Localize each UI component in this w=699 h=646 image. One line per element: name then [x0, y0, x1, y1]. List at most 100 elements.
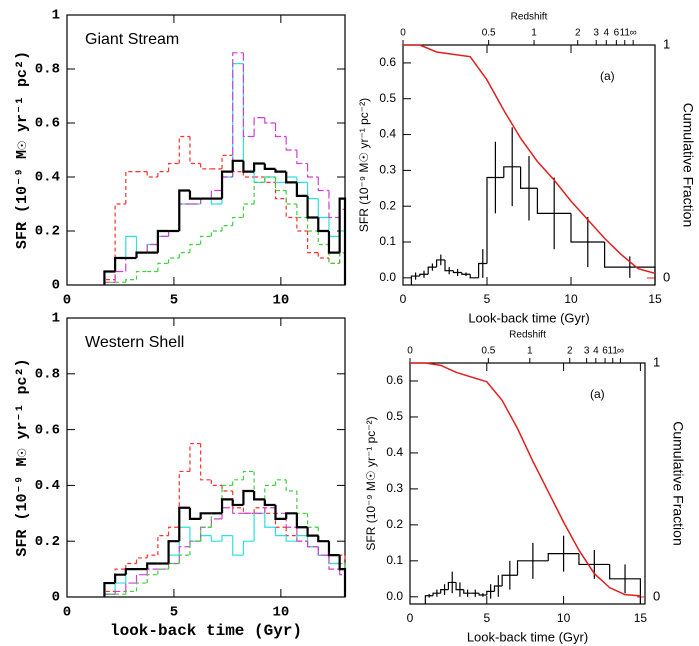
histogram-step [296, 217, 308, 232]
histogram-step [285, 513, 297, 528]
histogram-step [167, 562, 180, 570]
histogram-step [578, 553, 610, 566]
histogram-step [135, 557, 148, 564]
annotation: Giant Stream [85, 31, 179, 48]
x-tick-label: 0 [400, 292, 407, 306]
histogram-step [167, 540, 180, 564]
histogram-step [242, 540, 255, 556]
y-tick-label: 0.4 [386, 445, 403, 459]
x2-tick-label: 3 [593, 28, 599, 39]
histogram-step [570, 213, 605, 243]
y-tick-label: 1 [52, 311, 60, 327]
histogram-step [157, 535, 169, 556]
histogram-step [114, 256, 126, 272]
histogram-step [103, 270, 116, 285]
histogram-step [295, 513, 308, 529]
histogram-step [232, 155, 244, 173]
cumulative-line [403, 44, 656, 275]
histogram-step [274, 479, 287, 486]
y-tick-label: 0.0 [379, 270, 396, 284]
histogram-step [189, 527, 201, 542]
y-tick-label: 0.2 [35, 534, 60, 550]
y-tick-label: 0.2 [386, 517, 403, 531]
y-tick-label: 0.5 [379, 91, 396, 105]
x-tick-label: 10 [557, 611, 571, 625]
histogram-step [463, 589, 472, 594]
histogram-step [146, 562, 158, 570]
histogram-step [296, 150, 308, 165]
x2-tick-label: 6 [602, 346, 608, 357]
histogram-step [328, 555, 340, 570]
histogram-step [189, 540, 201, 556]
histogram-step [296, 535, 308, 542]
histogram-step [103, 581, 116, 597]
histogram-step [125, 235, 137, 258]
histogram-step [210, 535, 223, 542]
histogram-step [501, 574, 518, 587]
histogram-step [114, 203, 126, 280]
histogram-step [189, 136, 201, 165]
y-tick-label: 0.6 [379, 55, 396, 69]
x2-tick-label: 1 [527, 346, 533, 357]
histogram-step [296, 204, 308, 219]
histogram-step [253, 490, 265, 501]
histogram-step [125, 279, 137, 283]
y-tick-label: 0.8 [35, 62, 60, 78]
histogram-step [328, 190, 340, 219]
histogram-step [232, 216, 244, 226]
histogram-step [461, 272, 471, 275]
histogram-step [427, 266, 437, 275]
x2-tick-label: 0.5 [482, 28, 496, 39]
plot-frame [66, 317, 346, 598]
histogram-step [125, 562, 137, 570]
histogram-step [221, 485, 233, 492]
histogram-step [114, 582, 126, 595]
histogram-step [189, 442, 201, 472]
histogram-step [178, 189, 190, 231]
histogram-step [200, 535, 212, 542]
histogram-step [328, 217, 340, 237]
histogram-step [296, 527, 308, 542]
x-axis-label: Look-back time (Gyr) [468, 310, 589, 325]
histogram-step [178, 526, 190, 556]
histogram-step [317, 546, 329, 556]
histogram-step [306, 541, 319, 548]
x-tick-label: 0 [63, 605, 71, 621]
x2-tick-label: 11 [608, 346, 619, 357]
x2-axis-label: Redshift [509, 330, 546, 341]
histogram-step [167, 162, 180, 172]
x2-tick-label: 6 [614, 28, 620, 39]
histogram-step [317, 546, 329, 556]
x-tick-label: 10 [272, 293, 289, 309]
histogram-step [317, 231, 329, 246]
histogram-step [285, 535, 297, 542]
histogram-step [242, 52, 255, 138]
histogram-step [306, 182, 319, 200]
histogram-step [178, 135, 190, 164]
y-tick-label: 0.8 [35, 367, 60, 383]
histogram-step [285, 512, 297, 519]
histogram-step [135, 270, 148, 280]
histogram-step [296, 177, 308, 183]
histogram-step [317, 198, 329, 219]
histogram-step [232, 52, 244, 177]
histogram-step [125, 568, 137, 584]
y-tick-label: 0.6 [35, 422, 60, 438]
histogram-step [157, 171, 169, 177]
x2-tick-label: 0.5 [481, 346, 495, 357]
histogram-step [419, 273, 429, 277]
histogram-step [338, 555, 347, 597]
histogram-step [210, 518, 223, 528]
histogram-step [317, 535, 329, 543]
y-tick-label: 0.4 [35, 478, 60, 494]
histogram-step [444, 259, 454, 272]
histogram-step [157, 235, 169, 245]
histogram-step [274, 177, 287, 192]
y-tick-label: 0.1 [379, 234, 396, 248]
annotation: Western Shell [85, 334, 184, 351]
histogram-step [178, 203, 190, 231]
histogram-step [447, 581, 457, 590]
y2-tick-label: 1 [663, 36, 670, 51]
histogram-step [274, 513, 287, 528]
y2-tick-label: 0 [663, 269, 670, 284]
